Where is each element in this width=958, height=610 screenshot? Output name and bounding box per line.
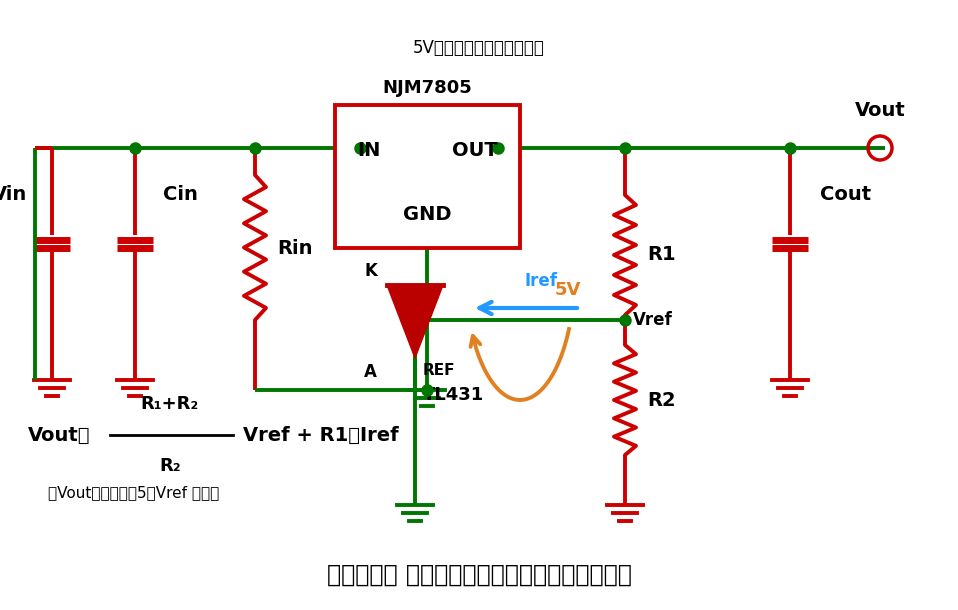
Text: TL431: TL431: [423, 386, 484, 404]
Text: （Voutの下限値：5＋Vref 以上）: （Voutの下限値：5＋Vref 以上）: [48, 486, 219, 500]
Text: GND: GND: [402, 206, 451, 224]
Text: A: A: [364, 363, 377, 381]
Text: Vout＝: Vout＝: [28, 426, 90, 445]
Text: R2: R2: [647, 390, 675, 409]
Text: R1: R1: [647, 245, 675, 265]
Text: 固定出力型 三端子レギュレータを使用した回路: 固定出力型 三端子レギュレータを使用した回路: [327, 563, 631, 587]
Text: K: K: [364, 262, 377, 280]
Bar: [335, 105, 520, 248]
Text: IN: IN: [357, 140, 380, 159]
Text: R₁+R₂: R₁+R₂: [141, 395, 199, 413]
Text: Iref: Iref: [524, 272, 558, 290]
Text: Vref + R1・Iref: Vref + R1・Iref: [243, 426, 399, 445]
Text: OUT: OUT: [452, 140, 498, 159]
Text: Rin: Rin: [277, 239, 312, 257]
Text: Vin: Vin: [0, 185, 28, 204]
Text: Vout: Vout: [855, 101, 905, 120]
Text: Cin: Cin: [163, 185, 198, 204]
Text: REF: REF: [423, 363, 455, 378]
Text: 5V: 5V: [555, 281, 582, 299]
Text: R₂: R₂: [159, 457, 181, 475]
Text: 5V出力三端子レギュレータ: 5V出力三端子レギュレータ: [413, 39, 545, 57]
Text: Cout: Cout: [820, 185, 871, 204]
Polygon shape: [387, 285, 443, 358]
Text: Vref: Vref: [633, 311, 673, 329]
Text: NJM7805: NJM7805: [382, 79, 472, 97]
